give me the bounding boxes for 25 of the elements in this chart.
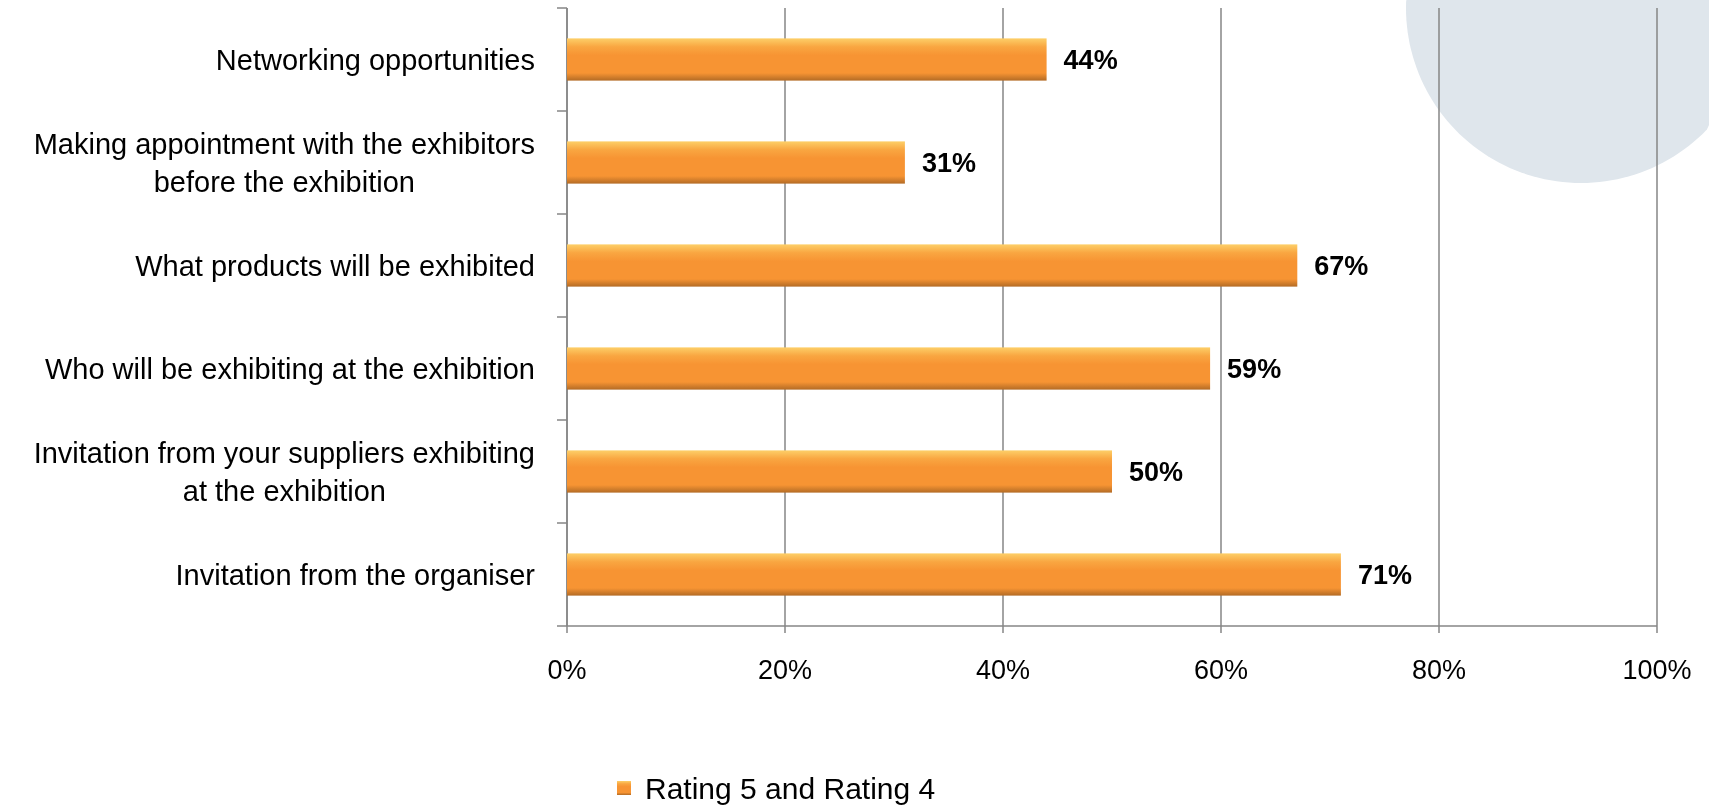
x-tick-label: 40% [975,655,1031,685]
data-label: 44% [1063,44,1118,75]
x-tick-label: 80% [1411,655,1467,685]
x-tick-label: 100% [1622,655,1692,685]
data-label: 71% [1357,559,1412,590]
y-tick-label: Invitation from the organiser [175,558,536,591]
bar [567,38,1047,81]
y-tick-label: Invitation from your suppliers exhibiting at the exhibition [33,436,536,507]
x-tick-label: 20% [757,655,813,685]
bar [567,244,1298,287]
x-tick-label: 60% [1193,655,1249,685]
y-tick-label: Making appointment with the exhibitors before the exhibition [33,127,535,198]
data-label: 59% [1227,353,1282,384]
data-label: 67% [1314,250,1369,281]
bar [567,347,1211,390]
bar [567,141,905,184]
legend-label: Rating 5 and Rating 4 [645,771,936,805]
data-label: 31% [921,147,976,178]
y-tick-label: Who will be exhibiting at the exhibition [44,352,535,385]
x-tick-label: 0% [547,655,587,685]
bar [567,450,1112,493]
data-label: 50% [1129,456,1184,487]
y-tick-label: Networking opportunities [215,43,535,76]
y-tick-label: What products will be exhibited [135,249,536,282]
bar [567,553,1341,596]
